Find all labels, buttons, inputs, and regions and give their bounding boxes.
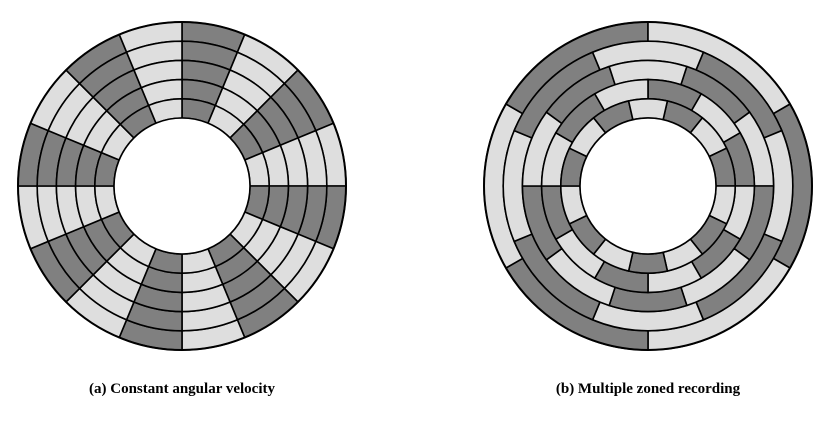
disk-b-outer-rim (483, 21, 813, 351)
disk-b-track-5-sector-7 (627, 251, 669, 274)
disk-b-track-5-sector-14 (627, 98, 669, 121)
disk-b-center-hole (579, 117, 717, 255)
disk-a-outer-rim (17, 21, 347, 351)
caption-constant-angular-velocity: (a) Constant angular velocity (89, 381, 275, 397)
caption-multiple-zoned-recording: (b) Multiple zoned recording (555, 381, 741, 397)
disk-constant-angular-velocity (17, 21, 347, 351)
disk-a-center-hole (113, 117, 251, 255)
disk-multiple-zoned-recording (483, 21, 813, 351)
